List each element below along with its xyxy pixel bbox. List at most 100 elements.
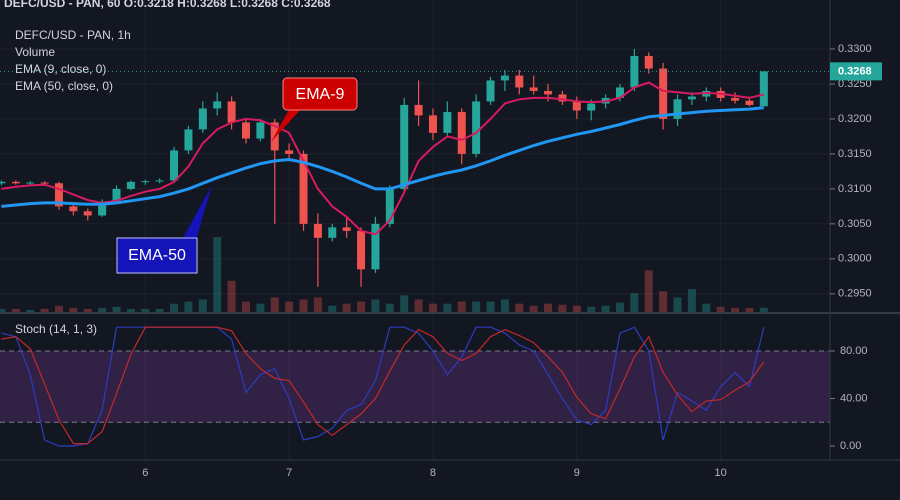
candle-body	[54, 183, 63, 207]
volume-bar	[40, 308, 49, 312]
candle-body	[544, 90, 553, 95]
candle-body	[414, 104, 423, 116]
volume-bar	[141, 308, 150, 312]
candle-body	[83, 211, 92, 216]
candle-body	[313, 223, 322, 238]
volume-bar	[457, 301, 466, 312]
volume-bar	[515, 303, 524, 312]
volume-bar	[414, 299, 423, 312]
annotation-box	[116, 237, 198, 274]
volume-bar	[630, 293, 639, 312]
ema-line	[1, 106, 764, 208]
candle-body	[285, 150, 294, 154]
volume-bar	[69, 307, 78, 312]
plot	[0, 48, 830, 447]
header: DEFC/USD - PAN, 60 O:0.3218 H:0.3268 L:0…	[4, 0, 331, 10]
candle-body	[357, 230, 366, 270]
volume-bar	[342, 303, 351, 312]
axes: 6 7 8 9 10 0.2950 0.3000 0.3050 0.3100 0.3150 0.32…	[142, 43, 882, 479]
volume-bar	[112, 306, 121, 312]
volume-bar	[659, 291, 668, 312]
candle-body	[126, 181, 135, 189]
volume-bar	[256, 303, 265, 312]
candle-body	[400, 104, 409, 189]
annotation-pointer	[271, 108, 302, 142]
legend-title: DEFC/USD - PAN, 1h	[15, 28, 131, 42]
y-tick-label: 0.3200	[838, 113, 872, 125]
volume-bar	[759, 307, 768, 312]
volume-bar	[644, 270, 653, 312]
y-tick-label: 0.3300	[838, 43, 872, 55]
candle-body	[256, 122, 265, 139]
y-tick-label: 40.00	[840, 392, 868, 404]
candle-body	[659, 68, 668, 119]
candle-body	[98, 201, 107, 216]
volume-bar	[184, 301, 193, 312]
volume-bar	[500, 299, 509, 312]
x-tick-label: 8	[430, 467, 436, 479]
volume-bar	[529, 305, 538, 312]
annotation-ema9: EMA-9	[271, 77, 358, 142]
annotation-box	[282, 77, 358, 111]
candle-body	[731, 97, 740, 101]
candle-body	[184, 129, 193, 151]
candle-body	[457, 111, 466, 154]
volume-bar	[0, 308, 6, 312]
legend-volume: Volume	[15, 45, 55, 59]
candle-body	[227, 101, 236, 123]
volume-bar	[486, 301, 495, 312]
candle-body	[40, 182, 49, 184]
legend-ema50: EMA (50, close, 0)	[15, 79, 113, 93]
volume-bar	[170, 303, 179, 312]
candle-body	[0, 181, 6, 184]
annotation-pointer	[182, 185, 212, 240]
candle-body	[572, 101, 581, 111]
volume-bar	[198, 299, 207, 312]
x-tick-label: 10	[715, 467, 727, 479]
candle-body	[472, 101, 481, 154]
candle-body	[687, 96, 696, 100]
candle-body	[615, 87, 624, 98]
volume-bar	[126, 308, 135, 312]
candle-body	[745, 100, 754, 105]
x-tick-label: 7	[286, 467, 292, 479]
volume-bar	[731, 307, 740, 312]
volume-bar	[615, 302, 624, 312]
candle-body	[155, 180, 164, 182]
volume-bar	[328, 305, 337, 312]
candle-body	[644, 55, 653, 69]
volume-bar	[572, 305, 581, 312]
candle-body	[141, 181, 150, 183]
volume-bar	[443, 303, 452, 312]
x-tick-label: 9	[574, 467, 580, 479]
candle-body	[759, 71, 768, 107]
stoch-label: Stoch (14, 1, 3)	[15, 322, 97, 336]
candle-body	[500, 75, 509, 81]
volume-bar	[26, 309, 35, 312]
y-tick-label: 0.00	[840, 440, 861, 452]
candle-body	[486, 80, 495, 102]
volume-bar	[558, 304, 567, 312]
last-price-tag	[830, 62, 882, 81]
volume-bar	[745, 307, 754, 312]
candle-body	[213, 101, 222, 109]
candle-body	[587, 103, 596, 111]
volume-bar	[285, 301, 294, 312]
volume-bar	[357, 301, 366, 312]
volume-bar	[400, 295, 409, 312]
candle-body	[385, 188, 394, 224]
volume-bar	[227, 280, 236, 312]
candle-body	[515, 75, 524, 88]
stoch-line	[1, 326, 765, 445]
legend-ema9: EMA (9, close, 0)	[15, 62, 106, 76]
y-tick-label: 0.3100	[838, 183, 872, 195]
candle-body	[371, 223, 380, 270]
stoch-band	[0, 350, 830, 423]
candle-body	[428, 115, 437, 133]
candle-body	[26, 182, 35, 184]
candle-body	[11, 181, 20, 184]
annotation-ema50: EMA-50	[116, 185, 212, 274]
volume-bar	[472, 301, 481, 312]
volume-bar	[11, 308, 20, 312]
